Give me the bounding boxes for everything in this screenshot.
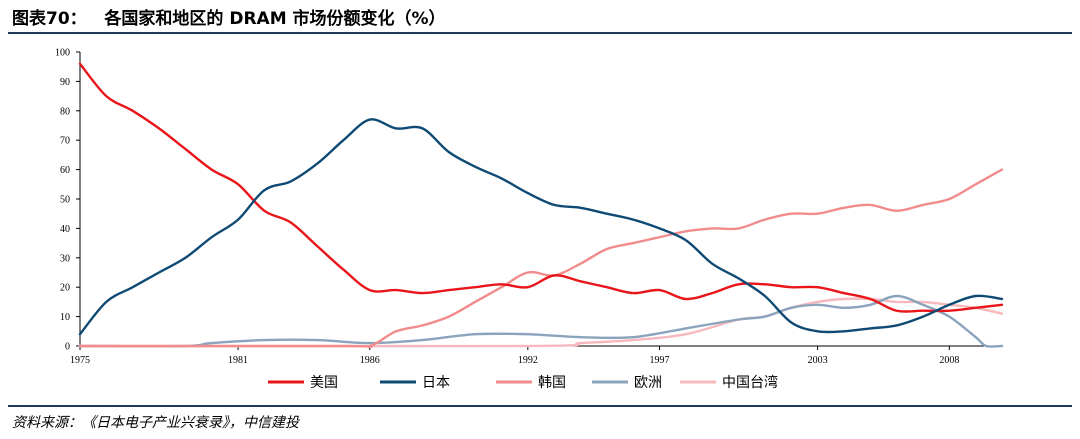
y-tick-label: 60	[60, 165, 70, 176]
series-line-3	[78, 168, 1004, 349]
y-tick-label: 20	[60, 283, 70, 294]
series-line-4	[78, 294, 1004, 348]
x-tick-label: 2008	[939, 355, 959, 366]
x-tick-label: 1992	[518, 355, 538, 366]
x-tick-label: 2003	[808, 355, 828, 366]
chart-title: 图表70： 各国家和地区的 DRAM 市场份额变化（%）	[12, 9, 446, 29]
x-tick-label: 1981	[228, 355, 248, 366]
y-tick-label: 0	[65, 342, 70, 353]
top-rule	[8, 32, 1072, 34]
legend-label-2: 日本	[422, 375, 450, 391]
bottom-rule	[8, 405, 1072, 407]
y-tick-label: 30	[60, 253, 70, 264]
y-tick-label: 40	[60, 224, 70, 235]
x-tick-label: 1997	[650, 355, 670, 366]
chart-axes: 0 10 20 30 40 50 60 70 80 90 100 1975 1981 1986 1992 19…	[55, 48, 1002, 366]
y-tick-label: 80	[60, 106, 70, 117]
y-tick-label: 10	[60, 312, 70, 323]
y-tick-label: 100	[55, 48, 70, 59]
chart-legend: 美国 日本 韩国 欧洲 中国台湾	[268, 374, 778, 391]
y-tick-label: 50	[60, 195, 70, 206]
legend-label-3: 韩国	[538, 375, 566, 391]
x-tick-label: 1975	[70, 355, 90, 366]
legend-label-4: 欧洲	[634, 375, 662, 391]
x-tick-label: 1986	[360, 355, 380, 366]
legend-label-1: 美国	[310, 375, 338, 391]
chart-series	[78, 62, 1004, 349]
series-line-1	[78, 62, 1004, 313]
series-line-2	[78, 118, 1004, 336]
legend-label-5: 中国台湾	[722, 374, 778, 391]
y-tick-label: 70	[60, 136, 70, 147]
chart-area: 0 10 20 30 40 50 60 70 80 90 100 1975 1981 1986 1992 19…	[55, 48, 1004, 391]
source-note: 资料来源：《日本电子产业兴衰录》，中信建投	[12, 415, 299, 431]
y-tick-label: 90	[60, 77, 70, 88]
